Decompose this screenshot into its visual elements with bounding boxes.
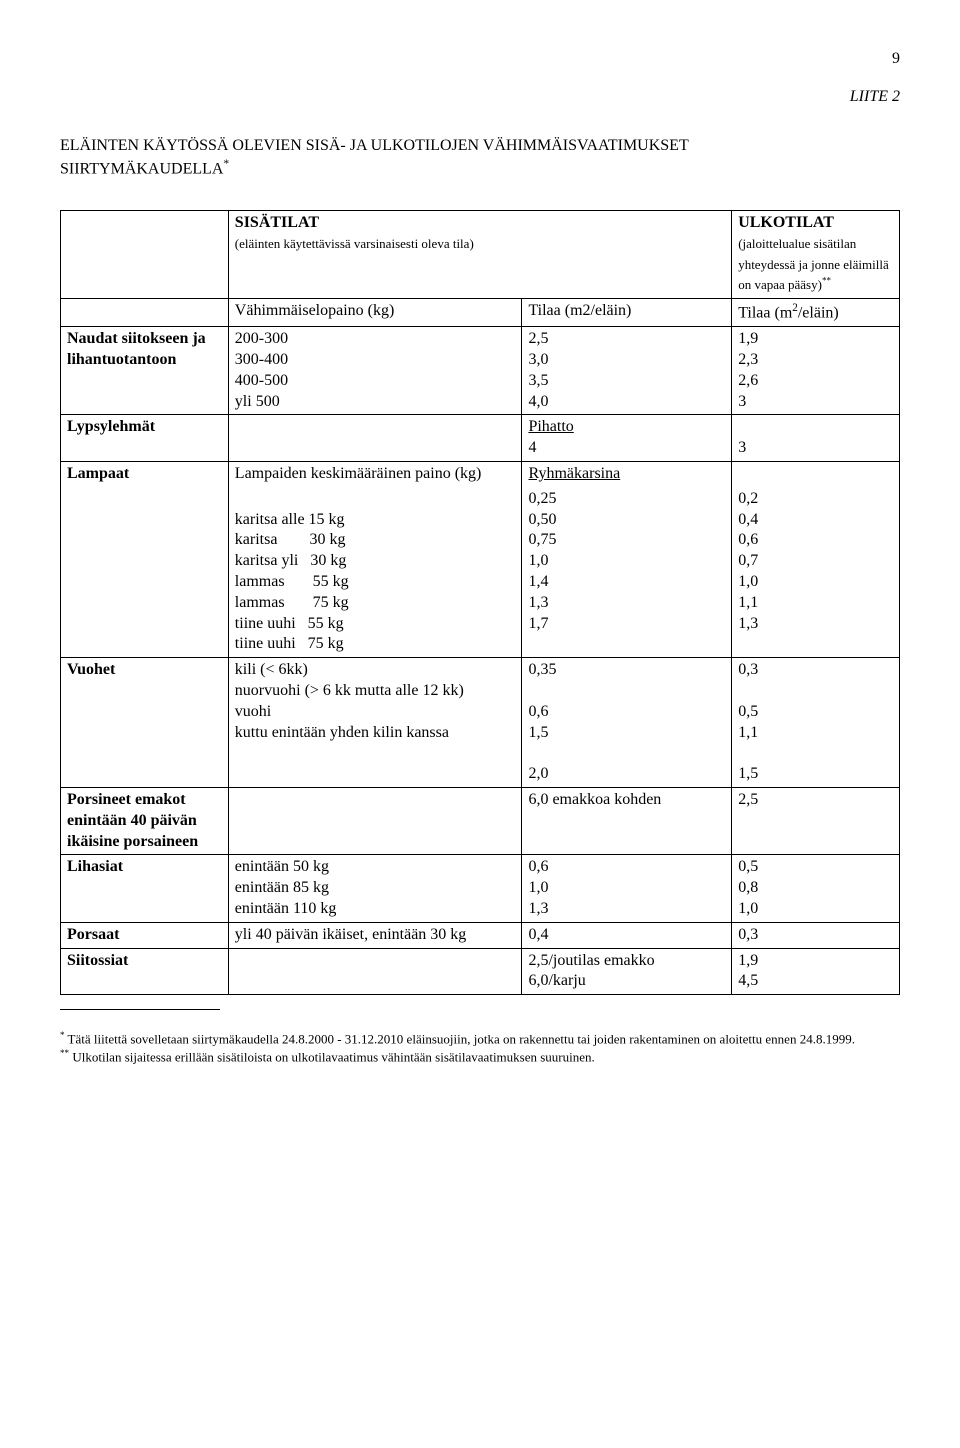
subheader-vahimmais: Vähimmäiselopaino (kg) [228,299,522,327]
header-empty [61,210,229,298]
requirements-table: SISÄTILAT (eläinten käytettävissä varsin… [60,210,900,995]
footnotes: * Tätä liitettä sovelletaan siirtymäkaud… [60,1030,900,1066]
porsaat-area: 0,4 [522,922,732,948]
lampaat-ryhma: Ryhmäkarsina [522,462,732,487]
row-label-siitossiat: Siitossiat [61,948,229,995]
table-row: Siitossiat 2,5/joutilas emakko 6,0/karju… [61,948,900,995]
lampaat-area: 0,25 0,50 0,75 1,0 1,4 1,3 1,7 [522,487,732,658]
table-row: Lampaat Lampaiden keskimääräinen paino (… [61,462,900,487]
row-label-lampaat: Lampaat [61,462,229,487]
lypsy-area: Pihatto 4 [522,415,732,462]
page-number: 9 [60,50,900,68]
porsaat-desc: yli 40 päivän ikäiset, enintään 30 kg [228,922,522,948]
naudat-weights: 200-300 300-400 400-500 yli 500 [228,327,522,415]
table-row: Lihasiat enintään 50 kg enintään 85 kg e… [61,855,900,922]
subheader-tilaa-sisa: Tilaa (m2/eläin) [522,299,732,327]
vuohet-ulko: 0,3 0,5 1,1 1,5 [732,658,900,788]
table-subheader-row: Vähimmäiselopaino (kg) Tilaa (m2/eläin) … [61,299,900,327]
ulkotilat-title: ULKOTILAT [738,214,834,231]
table-row: Vuohet kili (< 6kk) nuorvuohi (> 6 kk mu… [61,658,900,788]
lampaat-ulko: 0,2 0,4 0,6 0,7 1,0 1,1 1,3 [732,487,900,658]
sisatilat-title: SISÄTILAT [235,214,319,231]
table-row: karitsa alle 15 kg karitsa 30 kg karitsa… [61,487,900,658]
row-label-lypsy: Lypsylehmät [61,415,229,462]
lampaat-label-cont [61,487,229,658]
lihasiat-area: 0,6 1,0 1,3 [522,855,732,922]
table-row: Lypsylehmät Pihatto 4 3 [61,415,900,462]
lypsy-ulko: 3 [732,415,900,462]
porsineet-ulko: 2,5 [732,787,900,854]
table-row: Porsaat yli 40 päivän ikäiset, enintään … [61,922,900,948]
document-title: ELÄINTEN KÄYTÖSSÄ OLEVIEN SISÄ- JA ULKOT… [60,136,900,180]
footnote-2: ** Ulkotilan sijaitessa erillään sisätil… [60,1048,900,1066]
vuohet-items: kili (< 6kk) nuorvuohi (> 6 kk mutta all… [228,658,522,788]
lampaat-ulko-empty [732,462,900,487]
subheader-empty [61,299,229,327]
porsineet-area: 6,0 emakkoa kohden [522,787,732,854]
table-header-row: SISÄTILAT (eläinten käytettävissä varsin… [61,210,900,298]
subheader-tilaa-ulko: Tilaa (m2/eläin) [732,299,900,327]
title-line-1: ELÄINTEN KÄYTÖSSÄ OLEVIEN SISÄ- JA ULKOT… [60,137,689,154]
row-label-porsaat: Porsaat [61,922,229,948]
header-sisatilat: SISÄTILAT (eläinten käytettävissä varsin… [228,210,731,298]
table-row: Porsineet emakot enintään 40 päivän ikäi… [61,787,900,854]
lampaat-desc: Lampaiden keskimääräinen paino (kg) [228,462,522,487]
footnote-1: * Tätä liitettä sovelletaan siirtymäkaud… [60,1030,900,1048]
vuohet-area: 0,35 0,6 1,5 2,0 [522,658,732,788]
row-label-lihasiat: Lihasiat [61,855,229,922]
lihasiat-ulko: 0,5 0,8 1,0 [732,855,900,922]
title-line-2: SIIRTYMÄKAUDELLA [60,160,223,177]
siitossiat-ulko: 1,9 4,5 [732,948,900,995]
siitossiat-empty [228,948,522,995]
sisatilat-subtitle: (eläinten käytettävissä varsinaisesti ol… [235,236,474,251]
lihasiat-items: enintään 50 kg enintään 85 kg enintään 1… [228,855,522,922]
header-ulkotilat: ULKOTILAT (jaloittelualue sisätilan yhte… [732,210,900,298]
porsaat-ulko: 0,3 [732,922,900,948]
appendix-label: LIITE 2 [60,88,900,106]
lampaat-items: karitsa alle 15 kg karitsa 30 kg karitsa… [228,487,522,658]
lypsy-empty [228,415,522,462]
naudat-area: 2,5 3,0 3,5 4,0 [522,327,732,415]
naudat-ulko: 1,9 2,3 2,6 3 [732,327,900,415]
row-label-porsineet: Porsineet emakot enintään 40 päivän ikäi… [61,787,229,854]
ulkotilat-subtitle: (jaloittelualue sisätilan yhteydessä ja … [738,236,889,293]
row-label-vuohet: Vuohet [61,658,229,788]
siitossiat-area: 2,5/joutilas emakko 6,0/karju [522,948,732,995]
title-footnote-ref: * [223,158,229,170]
porsineet-empty [228,787,522,854]
footnote-separator [60,1009,220,1010]
table-row: Naudat siitokseen ja lihantuotantoon 200… [61,327,900,415]
row-label-naudat: Naudat siitokseen ja lihantuotantoon [61,327,229,415]
